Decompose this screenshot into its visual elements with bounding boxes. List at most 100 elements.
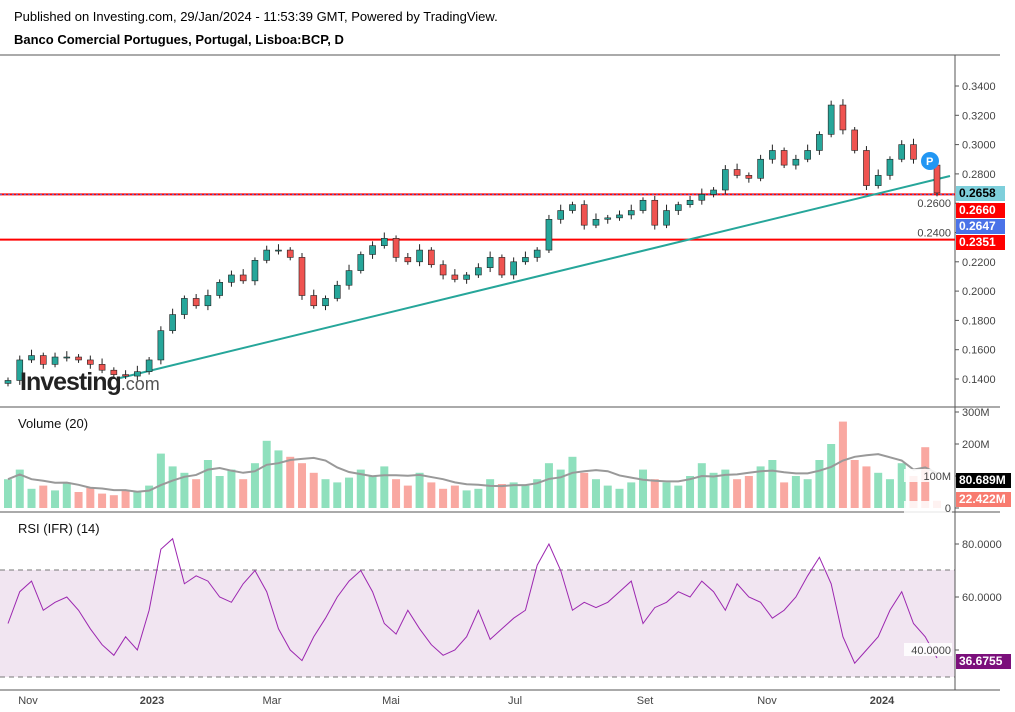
volume-bar [603,485,612,508]
price-tick-label-bg [904,225,952,239]
candle [392,238,400,258]
volume-bar [674,485,683,508]
candle [298,257,306,296]
candle [439,264,447,276]
volume-bar [51,490,60,508]
volume-bar [297,463,306,508]
price-tick-label-bg [904,196,952,210]
candle [522,257,529,263]
candle [169,314,176,331]
candle [592,219,600,226]
volume-bar [98,493,107,508]
candle [428,249,435,266]
volume-bar [509,482,518,508]
volume-bar [262,440,271,508]
candle [381,238,388,246]
volume-last-label: 22.422M [956,492,1011,507]
candle [757,158,764,179]
volume-bar [215,476,224,508]
candle [510,261,517,276]
volume-bar [803,479,812,508]
time-tick-label: Set [637,695,654,707]
volume-bar [109,495,118,508]
candle [416,249,423,263]
volume-bar [639,469,648,508]
candle [122,374,129,377]
trendline [119,175,951,379]
volume-bar [709,472,718,508]
volume-bar [862,466,871,508]
volume-bar [368,476,377,508]
time-tick-label: Nov [18,695,38,707]
volume-bar [345,477,354,508]
rsi-tick-label: 60.0000 [962,592,1002,604]
volume-bar [474,488,483,508]
candle [792,158,800,166]
candle [886,158,894,176]
volume-tick-label-bg [904,501,952,514]
volume-bar [180,472,189,508]
volume-ma-line [7,453,938,493]
volume-bar [838,421,847,508]
candle [228,274,235,283]
volume-bar [239,479,248,508]
volume-bar [286,456,295,508]
candle [451,274,459,280]
price-tick-label: 0.3400 [962,81,996,93]
candle [686,199,694,205]
volume-bar [615,488,624,508]
candle [204,295,212,307]
volume-ma-label: 80.689M [956,473,1011,488]
volume-bar [780,482,789,508]
price-tick-label: 0.1600 [962,345,996,357]
volume-bar [580,472,589,508]
volume-bar [192,479,201,508]
volume-bar [392,479,401,508]
candle [110,369,118,375]
price-tick-label: 0.3000 [962,140,996,152]
price-tick-label: 0.1800 [962,315,996,327]
candle [286,249,294,258]
volume-bar [815,460,824,508]
volume-bar [203,460,212,508]
volume-bar [885,479,894,508]
rsi-last-label: 36.6755 [956,654,1011,669]
candle [851,129,858,151]
time-tick-label: Jul [508,695,522,707]
rsi-tick-label-bg [904,643,952,656]
volume-bar [591,479,600,508]
p-marker-label: P [926,156,933,168]
volume-bar [791,476,800,508]
volume-bar [39,485,48,508]
volume-bar [356,469,365,508]
volume-bar [733,479,742,508]
volume-bar [697,463,706,508]
time-tick-label: 2024 [870,695,895,707]
volume-bar [897,463,906,508]
time-tick-label: 2023 [140,695,164,707]
candle [486,257,494,268]
candle [51,356,59,365]
volume-bar [850,460,859,508]
investing-logo: Investing.com [20,368,160,396]
volume-bar [133,492,142,508]
candle [674,204,682,211]
rsi-tick-label: 40.0000 [911,645,951,657]
volume-bar [462,490,471,508]
price-tick-label: 0.3200 [962,110,996,122]
candle [157,330,165,361]
candle [569,204,576,211]
published-header: Published on Investing.com, 29/Jan/2024 … [14,9,498,24]
time-tick-label: Mar [263,695,282,707]
candle [87,359,94,365]
volume-bar [74,492,83,508]
volume-bar [686,476,695,508]
candle [898,144,906,160]
volume-pane-label: Volume (20) [18,416,89,431]
volume-bar [827,444,836,508]
candle [475,267,482,276]
volume-bar [309,472,318,508]
volume-tick-label: 200M [962,439,990,451]
candle [63,356,71,359]
